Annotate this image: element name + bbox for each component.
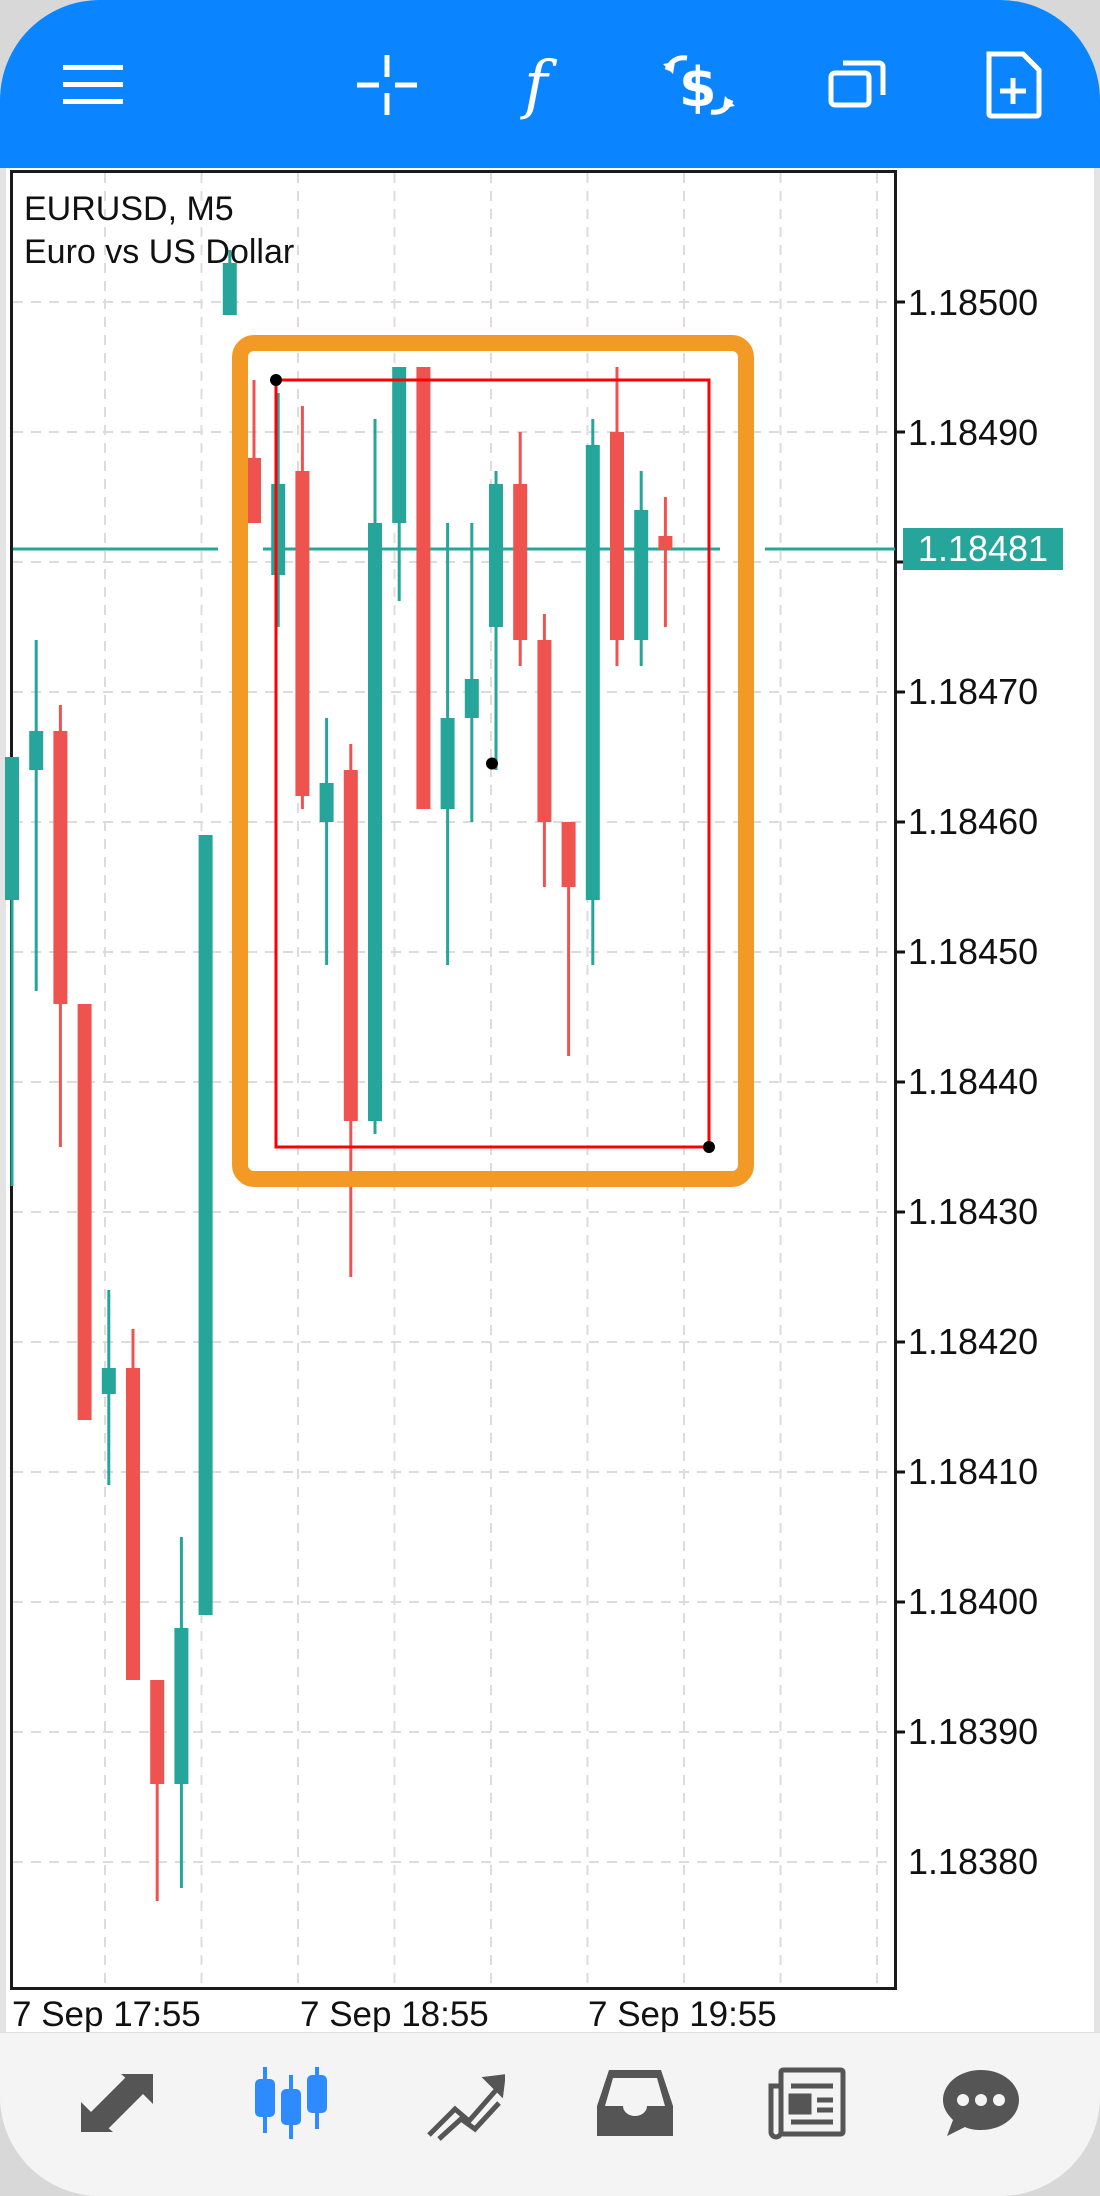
candle-body xyxy=(198,835,213,1615)
function-icon[interactable]: f xyxy=(498,40,588,130)
candle-body xyxy=(513,484,528,640)
candle-body xyxy=(392,367,407,523)
chart-canvas[interactable] xyxy=(0,0,1100,2040)
time-label: 7 Sep 17:55 xyxy=(12,1995,201,2034)
price-label: 1.18410 xyxy=(908,1451,1039,1492)
price-label: 1.18400 xyxy=(908,1581,1039,1622)
price-label: 1.18440 xyxy=(908,1061,1039,1102)
bottom-navigation xyxy=(0,2032,1100,2196)
candle-body xyxy=(416,367,431,809)
candle-body xyxy=(174,1628,189,1784)
price-label: 1.18490 xyxy=(908,412,1039,453)
candle-body xyxy=(440,718,455,809)
symbol-description: Euro vs US Dollar xyxy=(24,233,295,271)
candle-body xyxy=(464,679,479,718)
symbol-timeframe: EURUSD, M5 xyxy=(24,190,234,228)
trade-icon[interactable]: $ xyxy=(654,40,744,130)
candle-body xyxy=(271,484,286,575)
candle-body xyxy=(585,445,600,900)
candle-body xyxy=(53,731,68,1004)
candle-body xyxy=(150,1680,165,1784)
history-icon[interactable] xyxy=(580,2053,690,2153)
time-label: 7 Sep 19:55 xyxy=(588,1995,777,2034)
charts-icon[interactable] xyxy=(236,2053,346,2153)
rectangle-anchor xyxy=(486,757,498,770)
candle-body xyxy=(343,770,358,1121)
news-icon[interactable] xyxy=(752,2053,862,2153)
candle-body xyxy=(561,822,576,887)
candle-body xyxy=(295,471,310,796)
candle-body xyxy=(537,640,552,822)
price-label: 1.18430 xyxy=(908,1191,1039,1232)
candle-body xyxy=(634,510,649,640)
price-label: 1.18450 xyxy=(908,931,1039,972)
trade-icon[interactable] xyxy=(410,2053,520,2153)
new-chart-icon[interactable] xyxy=(968,40,1058,130)
price-label: 1.18470 xyxy=(908,671,1039,712)
top-toolbar: f $ xyxy=(0,0,1100,168)
price-label: 1.18380 xyxy=(908,1841,1039,1882)
current-price-tag: 1.18481 xyxy=(903,528,1063,570)
rectangle-object xyxy=(274,378,711,1149)
candle-body xyxy=(5,757,19,900)
candle-body xyxy=(29,731,44,770)
candle-body xyxy=(610,432,624,640)
candle-body xyxy=(368,523,382,1121)
highlight-box xyxy=(232,335,754,1187)
crosshair-icon[interactable] xyxy=(342,40,432,130)
candle-body xyxy=(222,263,237,315)
windows-icon[interactable] xyxy=(812,40,902,130)
candle-body xyxy=(247,458,261,523)
rectangle-anchor xyxy=(703,1141,715,1153)
time-label: 7 Sep 18:55 xyxy=(300,1995,489,2034)
price-label: 1.18460 xyxy=(908,801,1039,842)
candle-body xyxy=(658,536,673,549)
rectangle-anchor xyxy=(270,374,282,386)
menu-icon[interactable] xyxy=(48,40,138,130)
svg-text:$: $ xyxy=(679,56,717,119)
price-label: 1.18420 xyxy=(908,1321,1039,1362)
candle-body xyxy=(126,1368,140,1680)
candle-body xyxy=(77,1004,92,1420)
price-label: 1.18390 xyxy=(908,1711,1039,1752)
candle-body xyxy=(489,484,503,627)
candle-body xyxy=(101,1368,116,1394)
candle-body xyxy=(319,783,334,822)
price-label: 1.18500 xyxy=(908,282,1039,323)
chat-icon[interactable] xyxy=(926,2053,1036,2153)
quotes-icon[interactable] xyxy=(62,2053,172,2153)
